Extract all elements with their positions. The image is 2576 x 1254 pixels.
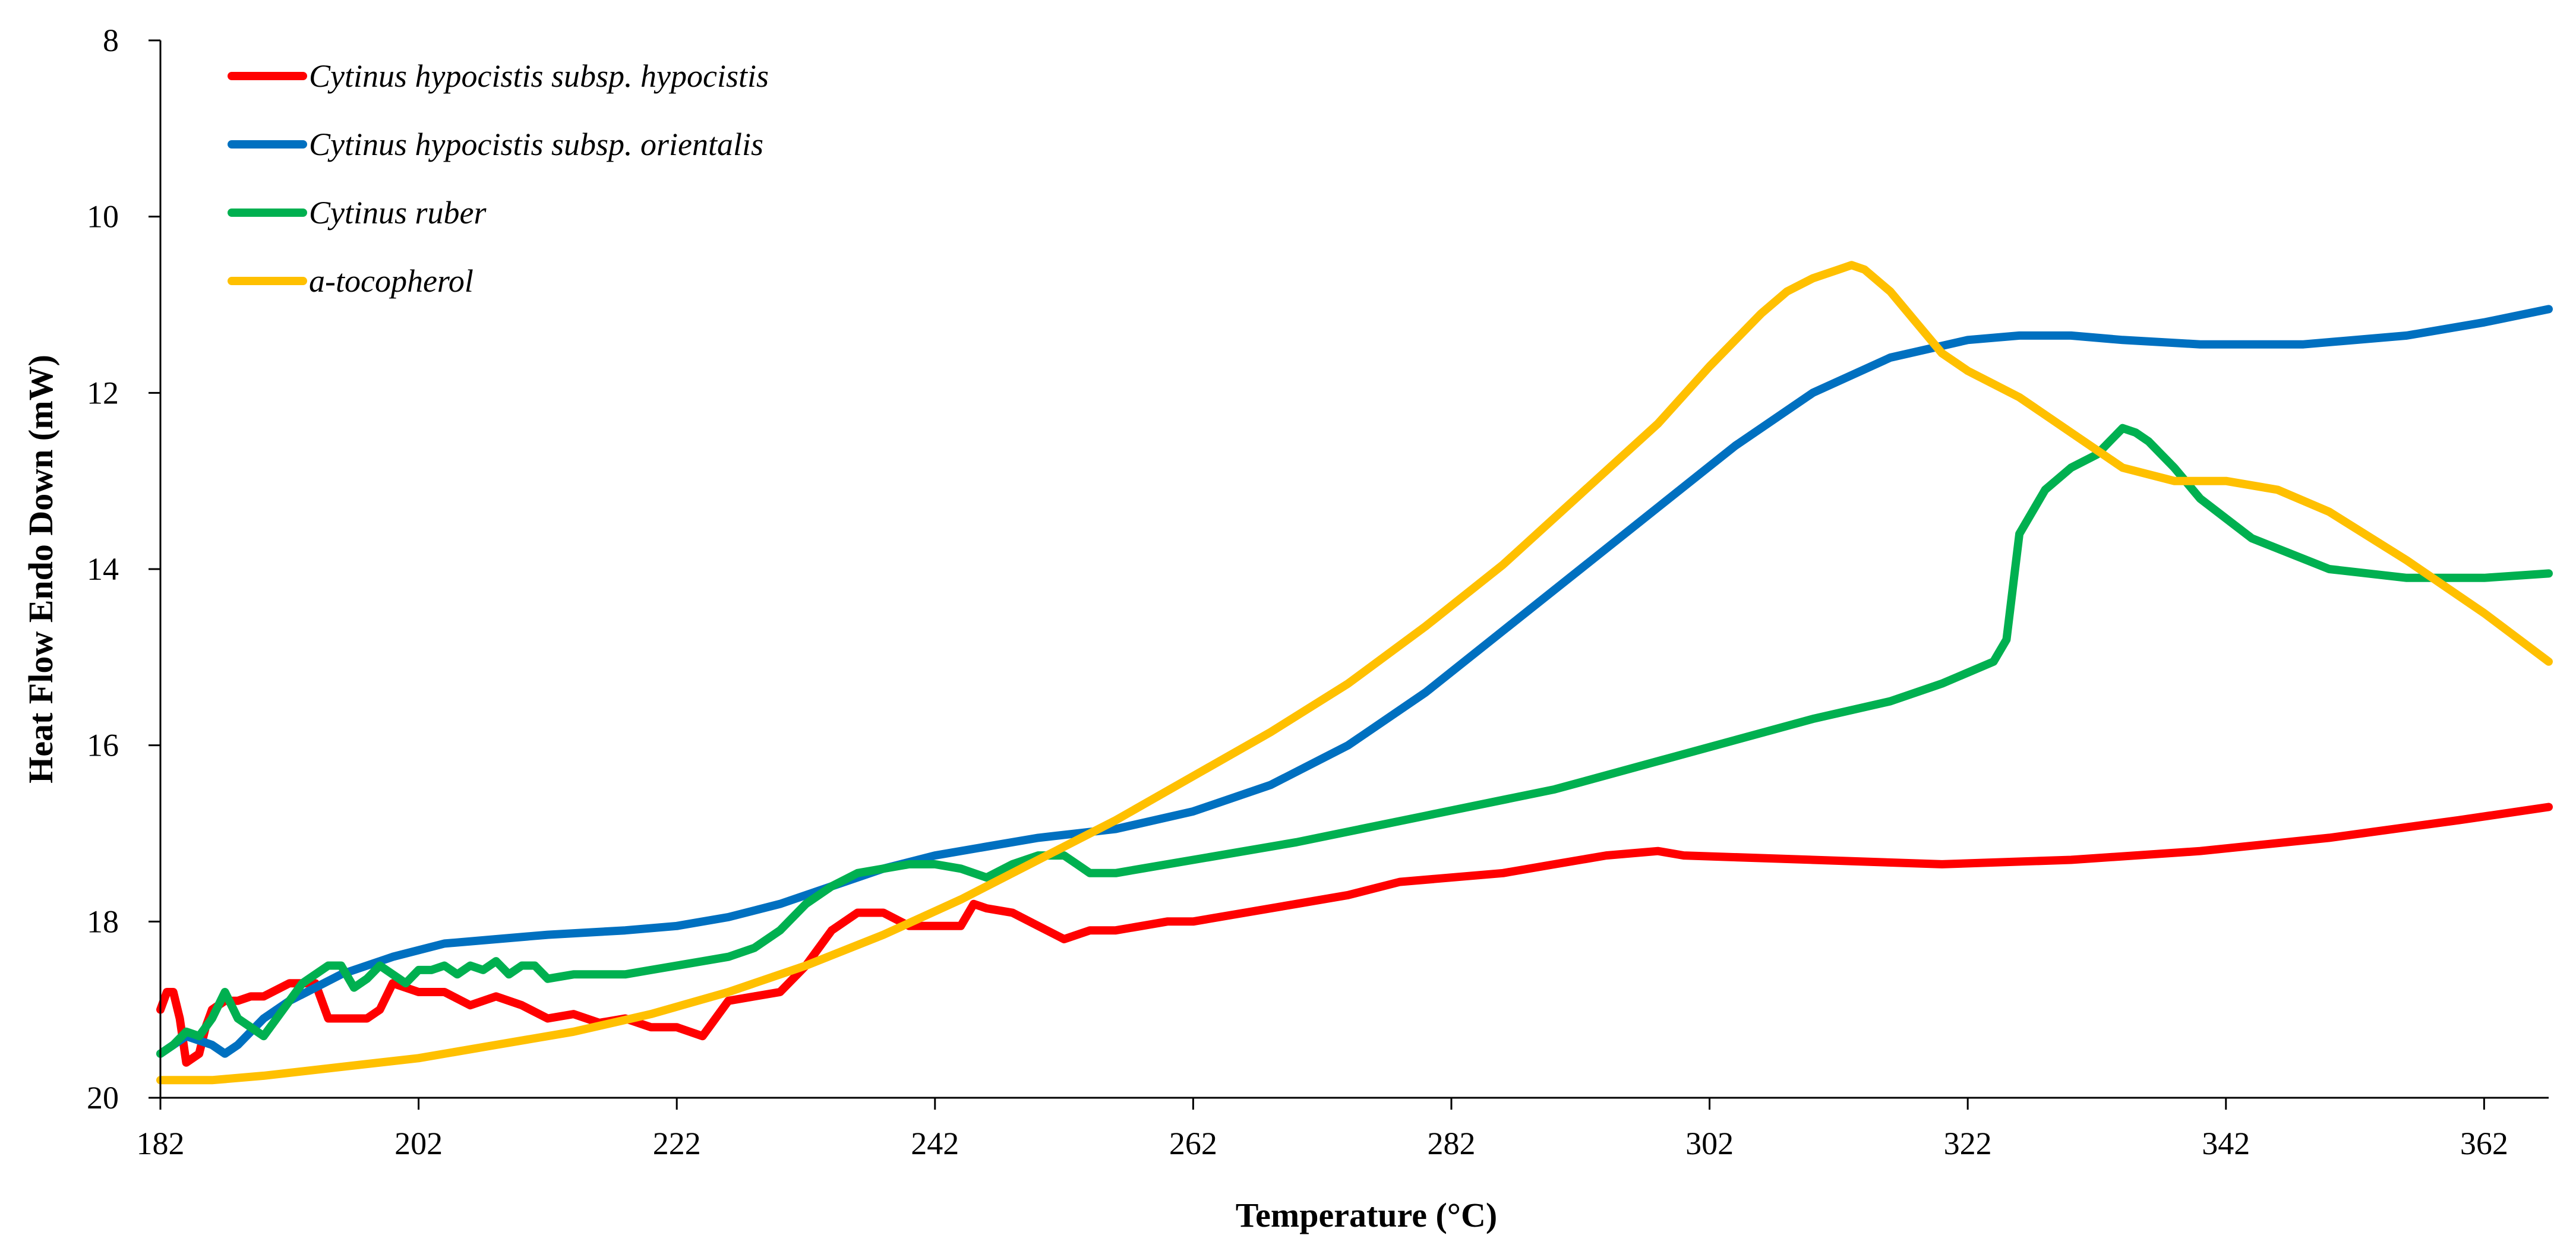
x-tick-label: 202 (394, 1126, 443, 1161)
x-tick-label: 322 (1944, 1126, 1992, 1161)
x-tick-label: 302 (1685, 1126, 1734, 1161)
y-tick-label: 10 (87, 199, 119, 235)
x-tick-label: 342 (2202, 1126, 2250, 1161)
x-axis-ticks: 182 202 222 242 262 282 302 322 342 362 (137, 1098, 2508, 1161)
y-tick-label: 18 (87, 904, 119, 939)
y-tick-label: 16 (87, 728, 119, 763)
legend: Cytinus hypocistis subsp. hypocistis Cyti… (228, 58, 769, 299)
y-axis-ticks: 8 10 12 14 16 18 20 (87, 23, 160, 1116)
legend-label: Cytinus hypocistis subsp. hypocistis (309, 58, 769, 94)
x-tick-label: 242 (911, 1126, 959, 1161)
y-tick-label: 14 (87, 551, 119, 587)
x-tick-label: 182 (137, 1126, 185, 1161)
y-tick-label: 8 (103, 23, 119, 58)
legend-label: a-tocopherol (309, 263, 473, 299)
y-axis-title: Heat Flow Endo Down (mW) (21, 355, 60, 784)
legend-label: Cytinus hypocistis subsp. orientalis (309, 127, 763, 162)
legend-label: Cytinus ruber (309, 195, 487, 230)
series-line-3 (156, 261, 2553, 1085)
series-line-0 (156, 803, 2553, 1067)
x-tick-label: 362 (2460, 1126, 2508, 1161)
series-line-1 (156, 305, 2553, 1058)
series-layer (156, 261, 2553, 1085)
y-tick-label: 20 (87, 1080, 119, 1116)
x-axis-title: Temperature (°C) (1236, 1196, 1497, 1234)
series-line-2 (156, 424, 2553, 1058)
x-tick-label: 282 (1427, 1126, 1475, 1161)
y-tick-label: 12 (87, 375, 119, 410)
x-tick-label: 262 (1169, 1126, 1217, 1161)
x-tick-label: 222 (653, 1126, 701, 1161)
